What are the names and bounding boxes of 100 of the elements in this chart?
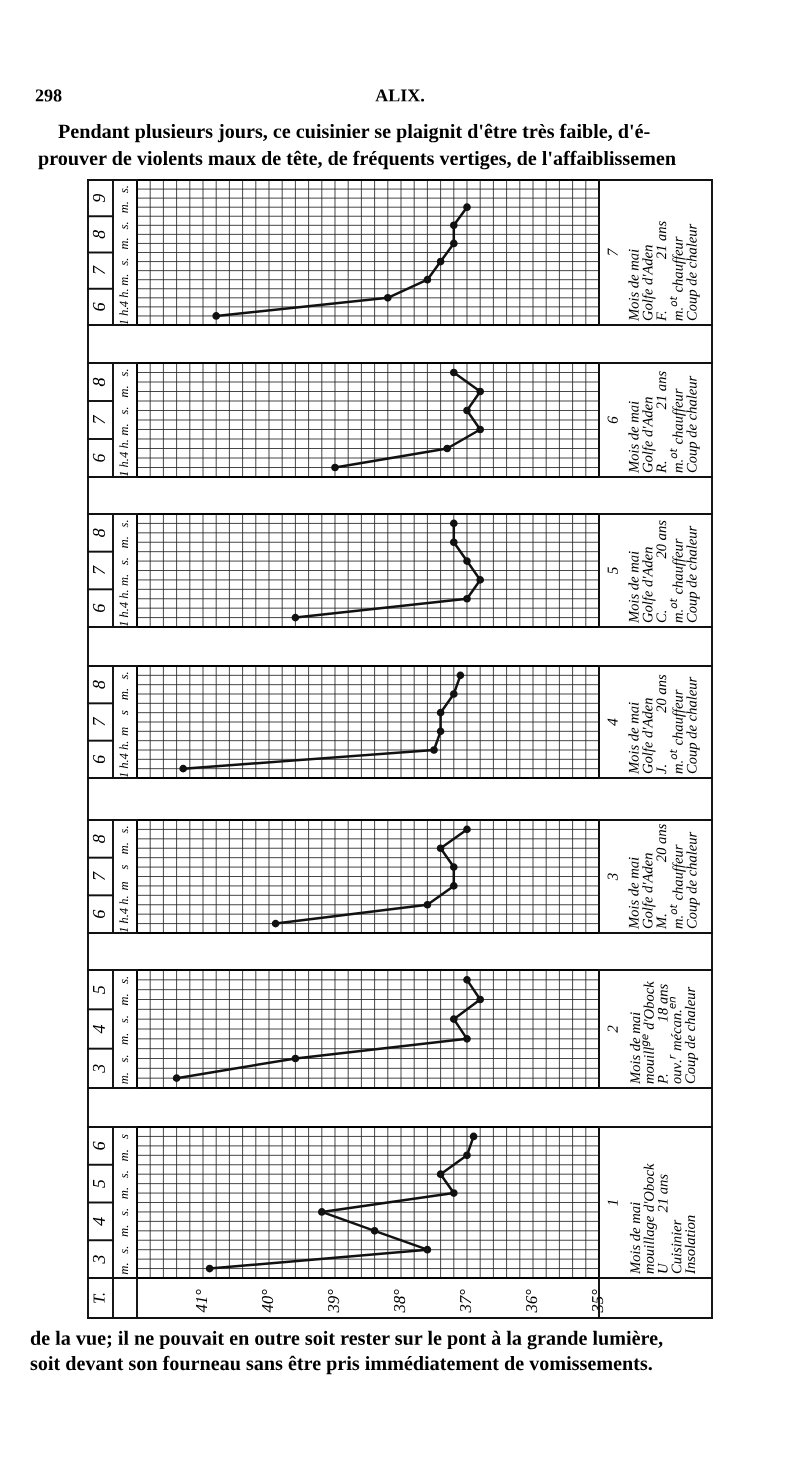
text: 4 [607,718,618,726]
point [291,1054,300,1063]
text: 3 [92,1255,106,1264]
text: 298 [35,89,62,102]
y-tick-label: 4 h. [119,440,129,458]
text: 4 [92,1217,105,1226]
y-tick-label: m. [122,1263,129,1275]
text: 7 [93,716,105,726]
text: 6 [92,453,106,462]
point [271,919,280,928]
point [370,1226,379,1235]
point [436,257,445,266]
text: 3 [607,873,618,881]
point [291,613,300,622]
x-tick-label: 40° [261,1289,274,1313]
point [463,976,471,984]
point [476,425,485,434]
text: 6 [92,603,106,612]
text: ALIX. [375,89,425,102]
text: 1 [607,1200,618,1206]
y-tick-label: m. [122,1150,129,1161]
x-tick-label: 37° [459,1289,472,1313]
text: 5 [607,567,618,575]
point [383,293,392,302]
point [436,708,445,717]
y-tick-label: s. [122,826,129,834]
point [443,444,452,453]
text: Mois de mai Golfe d'Aden R. 21 ans m.$^{ot}$ chauffeur Coup de chaleur [628,371,700,474]
y-tick-label: s. [122,222,129,230]
y-tick-label: s [122,865,129,870]
y-tick-label: 1 h. [119,459,129,477]
x-tick-label: 38° [393,1289,406,1313]
text: 7 [607,248,618,256]
point [463,557,471,565]
y-tick-label: 4 h. [119,590,129,609]
point [179,764,188,773]
text: Mois de mai Golfe d'Aden M. 20 ans m.$^{ot}$ chauffeur Coup de chaleur [628,824,700,930]
y-tick-label: m. [122,574,129,586]
point [463,825,471,834]
text: 5 [93,985,106,994]
point [449,368,458,377]
text: 8 [92,377,106,387]
text: Mois de mai mouillage d'Obock U 21 ans Cuisinier Insolation [629,1163,696,1275]
y-tick-label: s. [122,186,129,193]
point [449,538,458,547]
point [331,463,339,472]
text: 8 [92,834,106,843]
point [449,519,458,528]
point [436,727,445,736]
y-tick-label: m. [122,274,129,286]
y-tick-label: s [122,1134,129,1139]
text: 5 [93,1179,106,1188]
text: 9 [92,193,106,203]
y-tick-label: m [122,881,129,890]
text: 7 [93,565,105,574]
y-tick-label: s. [122,558,129,565]
text: Mois de mai Golfe d'Aden C. 20 ans m.$^{ot}$ chauffeur Coup de chaleur [628,520,700,624]
text: 8 [92,680,106,689]
text: Pendant plusieurs jours, ce cuisinier se plaignit d'être très faible, d'é- prouver de violents maux de tête, de fréquents vertiges, de l'affaiblissemen [38,123,676,170]
point [436,844,445,853]
text: 3 [92,1064,106,1073]
point [469,1132,478,1141]
text: 8 [92,230,106,239]
text: de la vue; il ne pouvait en outre soit rester sur le pont à la grande lumière, soit devant son fourneau sans être pris immédiatement de vomissements. [30,1330,663,1375]
text: 7 [93,871,105,880]
y-tick-label: m. [122,386,129,398]
y-tick-label: m. [122,1225,129,1237]
point [449,882,458,890]
point [449,863,458,871]
y-tick-label: s. [122,1016,129,1024]
point [449,239,458,248]
text: 7 [93,265,105,275]
point [476,576,485,584]
y-tick-label: m. [122,537,129,548]
y-tick-label: m. [122,202,129,213]
point [463,406,471,415]
text: 6 [92,754,106,764]
text: Mois de mai Golfe d'Aden J. 20 ans m.$^{ot}$ chauffeur Coup de chaleur [628,674,700,775]
text: 6 [92,1141,106,1150]
y-tick-label: 1 h. [119,760,129,778]
point [172,1074,181,1082]
text: 8 [92,528,106,537]
point [449,1015,458,1023]
point [456,671,465,680]
text: 7 [93,414,105,424]
y-tick-label: m. [122,994,129,1006]
point [423,1245,432,1254]
x-tick-label: 36° [525,1289,538,1313]
y-tick-label: 4 h. [119,896,129,915]
x-tick-label: 35° [591,1289,604,1313]
y-tick-label: s. [122,369,129,377]
y-tick-label: m [122,727,129,736]
text: 6 [607,416,618,424]
text: T. [93,1293,105,1304]
point [423,275,432,284]
text: 2 [607,1025,618,1033]
text: Mois de mai Golfe d'Aden F. 21 ans m.$^{ot}$ chauffeur Coup de chaleur [628,221,700,322]
y-tick-label: s. [122,1246,129,1254]
y-tick-label: s. [122,1055,129,1063]
point [205,1264,214,1273]
